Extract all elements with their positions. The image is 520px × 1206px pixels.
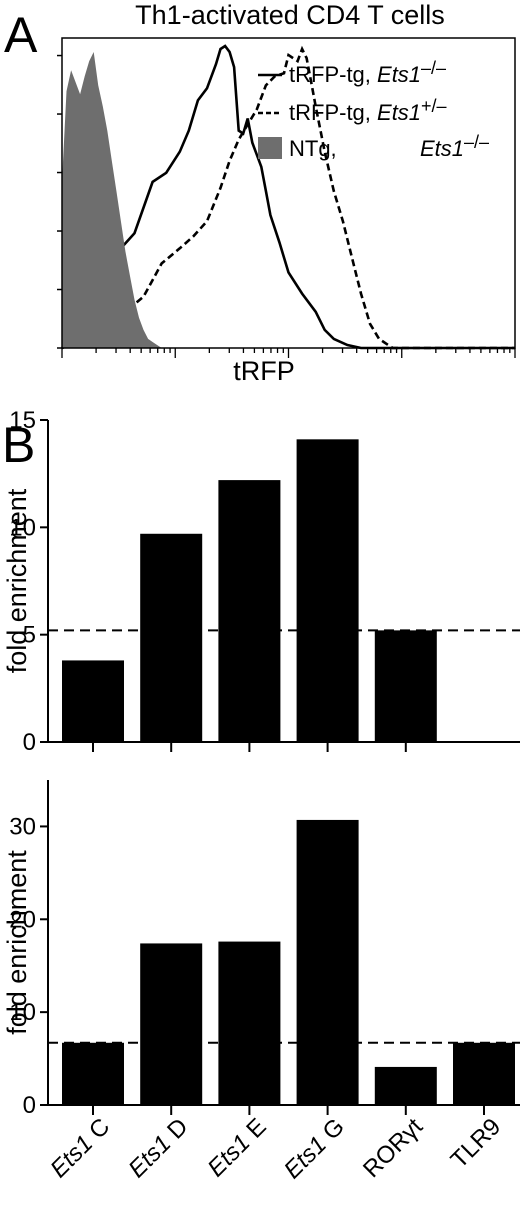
- histogram-x-axis-title: tRFP: [233, 356, 295, 386]
- histogram-plot: [57, 37, 516, 358]
- series-het-line: [61, 45, 515, 350]
- bar-chart-bottom: 0 10 20 30 fold enrichment: [2, 780, 520, 1119]
- category-label-0: Ets1 C: [45, 1113, 115, 1183]
- y-tick-label: 10: [9, 514, 36, 541]
- bar-5: [453, 1042, 515, 1105]
- y-tick-label: 20: [9, 906, 36, 933]
- legend-entry-1: tRFP-tg, Ets1+/–: [289, 96, 447, 125]
- bar-4: [374, 630, 437, 742]
- legend-superscript: +/–: [421, 96, 447, 116]
- y-tick-label: 10: [9, 999, 36, 1026]
- legend-superscript: –/–: [464, 132, 489, 152]
- category-label-3: Ets1 G: [279, 1113, 350, 1184]
- category-suffix: TLR9: [446, 1113, 507, 1174]
- y-tick-label: 5: [23, 622, 36, 649]
- category-label-1: Ets1 D: [123, 1113, 193, 1183]
- bar-0: [62, 660, 124, 742]
- y-axis-title: fold enrichment: [2, 488, 32, 673]
- y-tick-label: 30: [9, 813, 36, 840]
- series-ko-line: [61, 44, 515, 350]
- legend-entry-2: NTg, Ets1–/–: [289, 132, 489, 161]
- panel-label-b: B: [2, 417, 35, 473]
- legend-label: tRFP-tg,: [289, 100, 377, 125]
- bar-1: [140, 943, 203, 1105]
- bar-3: [296, 819, 359, 1105]
- histogram-title: Th1-activated CD4 T cells: [135, 0, 445, 30]
- bar-2: [218, 480, 281, 742]
- category-label-2: Ets1 E: [203, 1113, 272, 1182]
- legend-label: NTg,: [289, 136, 343, 161]
- bar-0: [62, 1042, 124, 1105]
- bar-2: [218, 941, 281, 1105]
- legend-genotype: Ets1: [377, 62, 421, 87]
- y-axis-title: fold enrichment: [2, 850, 32, 1035]
- category-label-4: RORγt: [358, 1113, 428, 1183]
- y-tick-label: 0: [23, 729, 36, 756]
- y-tick-label: 0: [23, 1092, 36, 1119]
- legend-label: tRFP-tg,: [289, 62, 377, 87]
- bar-1: [140, 533, 203, 742]
- legend-gray-swatch: [258, 137, 282, 159]
- series-ntg-area: [62, 52, 167, 348]
- category-suffix: RORγt: [358, 1113, 428, 1183]
- bar-chart-top: 0 5 10 15 fold enrichment: [2, 407, 520, 756]
- category-label-5: TLR9: [446, 1113, 507, 1174]
- histogram-frame: [61, 37, 516, 349]
- legend-superscript: –/–: [421, 58, 446, 78]
- histogram-legend: tRFP-tg, Ets1–/–tRFP-tg, Ets1+/–NTg, Ets…: [258, 58, 489, 161]
- bar-3: [296, 439, 359, 742]
- y-tick-label: 15: [9, 407, 36, 434]
- bar-4: [374, 1066, 437, 1105]
- legend-genotype: Ets1: [377, 100, 421, 125]
- legend-entry-0: tRFP-tg, Ets1–/–: [289, 58, 446, 87]
- legend-genotype: Ets1: [420, 136, 464, 161]
- panel-label-a: A: [4, 7, 38, 63]
